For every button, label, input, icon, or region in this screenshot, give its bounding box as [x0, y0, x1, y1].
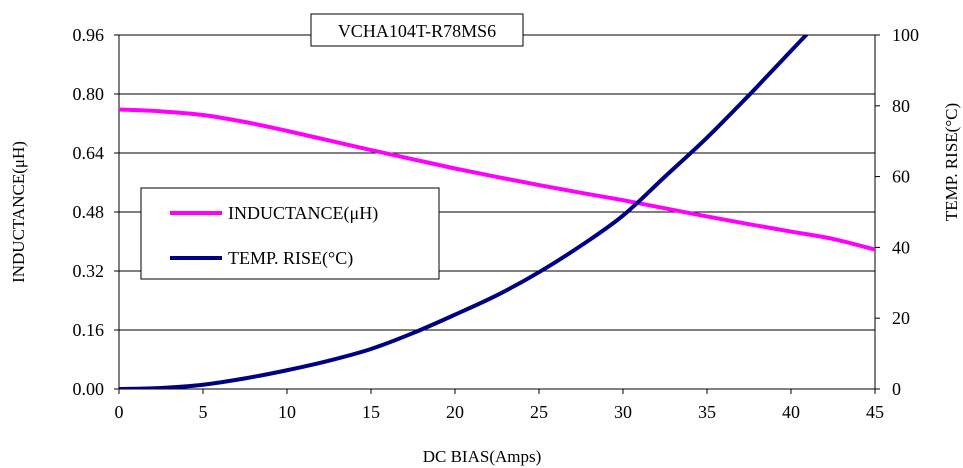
x-tick-label: 0 [115, 402, 124, 422]
y-right-tick-label: 60 [892, 167, 910, 187]
y-right-axis-label: TEMP. RISE(°C) [942, 103, 961, 221]
y-right-tick-label: 100 [892, 25, 919, 45]
x-tick-label: 35 [698, 402, 716, 422]
y-left-tick-label: 0.96 [73, 25, 105, 45]
x-axis-ticks: 0 5 10 15 20 25 30 35 40 45 [115, 389, 884, 422]
y-right-axis-ticks: 0 20 40 60 80 100 [875, 25, 919, 399]
x-tick-label: 5 [199, 402, 208, 422]
y-left-tick-label: 0.48 [73, 202, 105, 222]
y-left-tick-label: 0.00 [73, 379, 105, 399]
y-left-tick-label: 0.80 [73, 84, 105, 104]
y-right-tick-label: 0 [892, 379, 901, 399]
legend-frame [140, 187, 440, 280]
series-line-temp-rise [119, 35, 809, 389]
legend-label-inductance: INDUCTANCE(μH) [228, 203, 378, 224]
x-tick-label: 20 [446, 402, 464, 422]
y-left-axis-label: INDUCTANCE(μH) [9, 141, 28, 283]
y-left-axis-ticks: 0.00 0.16 0.32 0.48 0.64 0.80 0.96 [73, 25, 119, 399]
series-line-inductance [119, 107, 875, 252]
x-tick-label: 40 [782, 402, 800, 422]
y-left-tick-label: 0.64 [73, 143, 105, 163]
y-right-tick-label: 40 [892, 237, 910, 257]
x-axis-label: DC BIAS(Amps) [423, 447, 542, 466]
x-tick-label: 25 [530, 402, 548, 422]
y-left-tick-label: 0.32 [73, 261, 105, 281]
x-tick-label: 30 [614, 402, 632, 422]
chart-title: VCHA104T-R78MS6 [338, 21, 496, 41]
y-right-tick-label: 20 [892, 308, 910, 328]
x-tick-label: 45 [866, 402, 884, 422]
y-left-tick-label: 0.16 [73, 320, 105, 340]
x-tick-label: 10 [278, 402, 296, 422]
chart-title-box: VCHA104T-R78MS6 [310, 13, 524, 47]
legend-label-temp-rise: TEMP. RISE(°C) [228, 248, 353, 269]
x-tick-label: 15 [362, 402, 380, 422]
y-right-tick-label: 80 [892, 96, 910, 116]
legend: INDUCTANCE(μH) TEMP. RISE(°C) [140, 187, 440, 280]
series-lines [119, 35, 875, 389]
